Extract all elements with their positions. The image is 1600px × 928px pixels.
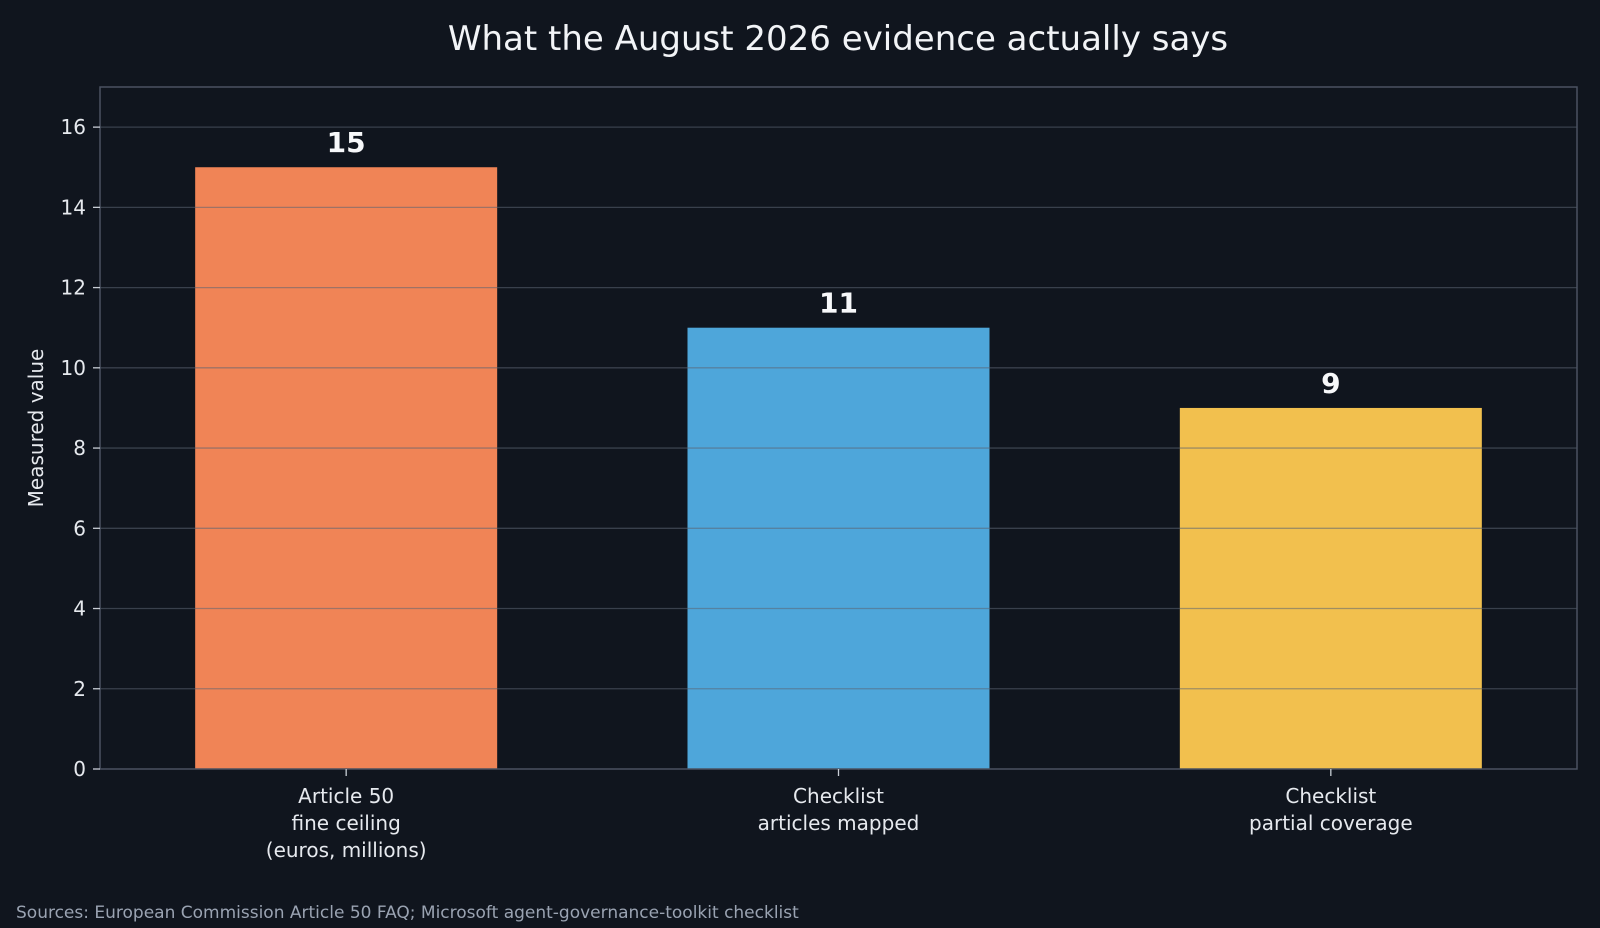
y-tick-label: 6 [73,516,86,540]
bars [195,167,1482,769]
y-tick-label: 10 [61,356,86,380]
y-axis-ticks: 0 2 4 6 8 10 12 14 16 [61,115,100,781]
x-tick-label: Checklist articles mapped [758,784,920,835]
x-tick-label: Article 50 fine ceiling (euros, millions) [266,784,427,862]
y-tick-label: 14 [61,195,86,219]
chart-title: What the August 2026 evidence actually s… [448,19,1228,59]
x-tick-label: Checklist partial coverage [1249,784,1413,835]
y-tick-label: 0 [73,757,86,781]
bar-value-label: 11 [819,287,858,320]
bar-value-label: 15 [327,126,366,159]
bar-3 [1179,407,1482,769]
y-axis-label: Measured value [24,349,48,508]
y-tick-label: 4 [73,597,86,621]
y-tick-label: 2 [73,677,86,701]
bar-value-labels: 15 11 9 [327,126,1341,400]
grid-lines [100,126,1577,690]
source-footnote: Sources: European Commission Article 50 … [16,903,799,923]
bar-2 [687,327,990,769]
bar-value-label: 9 [1321,367,1340,400]
y-tick-label: 16 [61,115,86,139]
y-tick-label: 12 [61,276,86,300]
y-tick-label: 8 [73,436,86,460]
x-axis-ticks: Article 50 fine ceiling (euros, millions) C… [266,769,1413,862]
bar-1 [195,167,498,769]
